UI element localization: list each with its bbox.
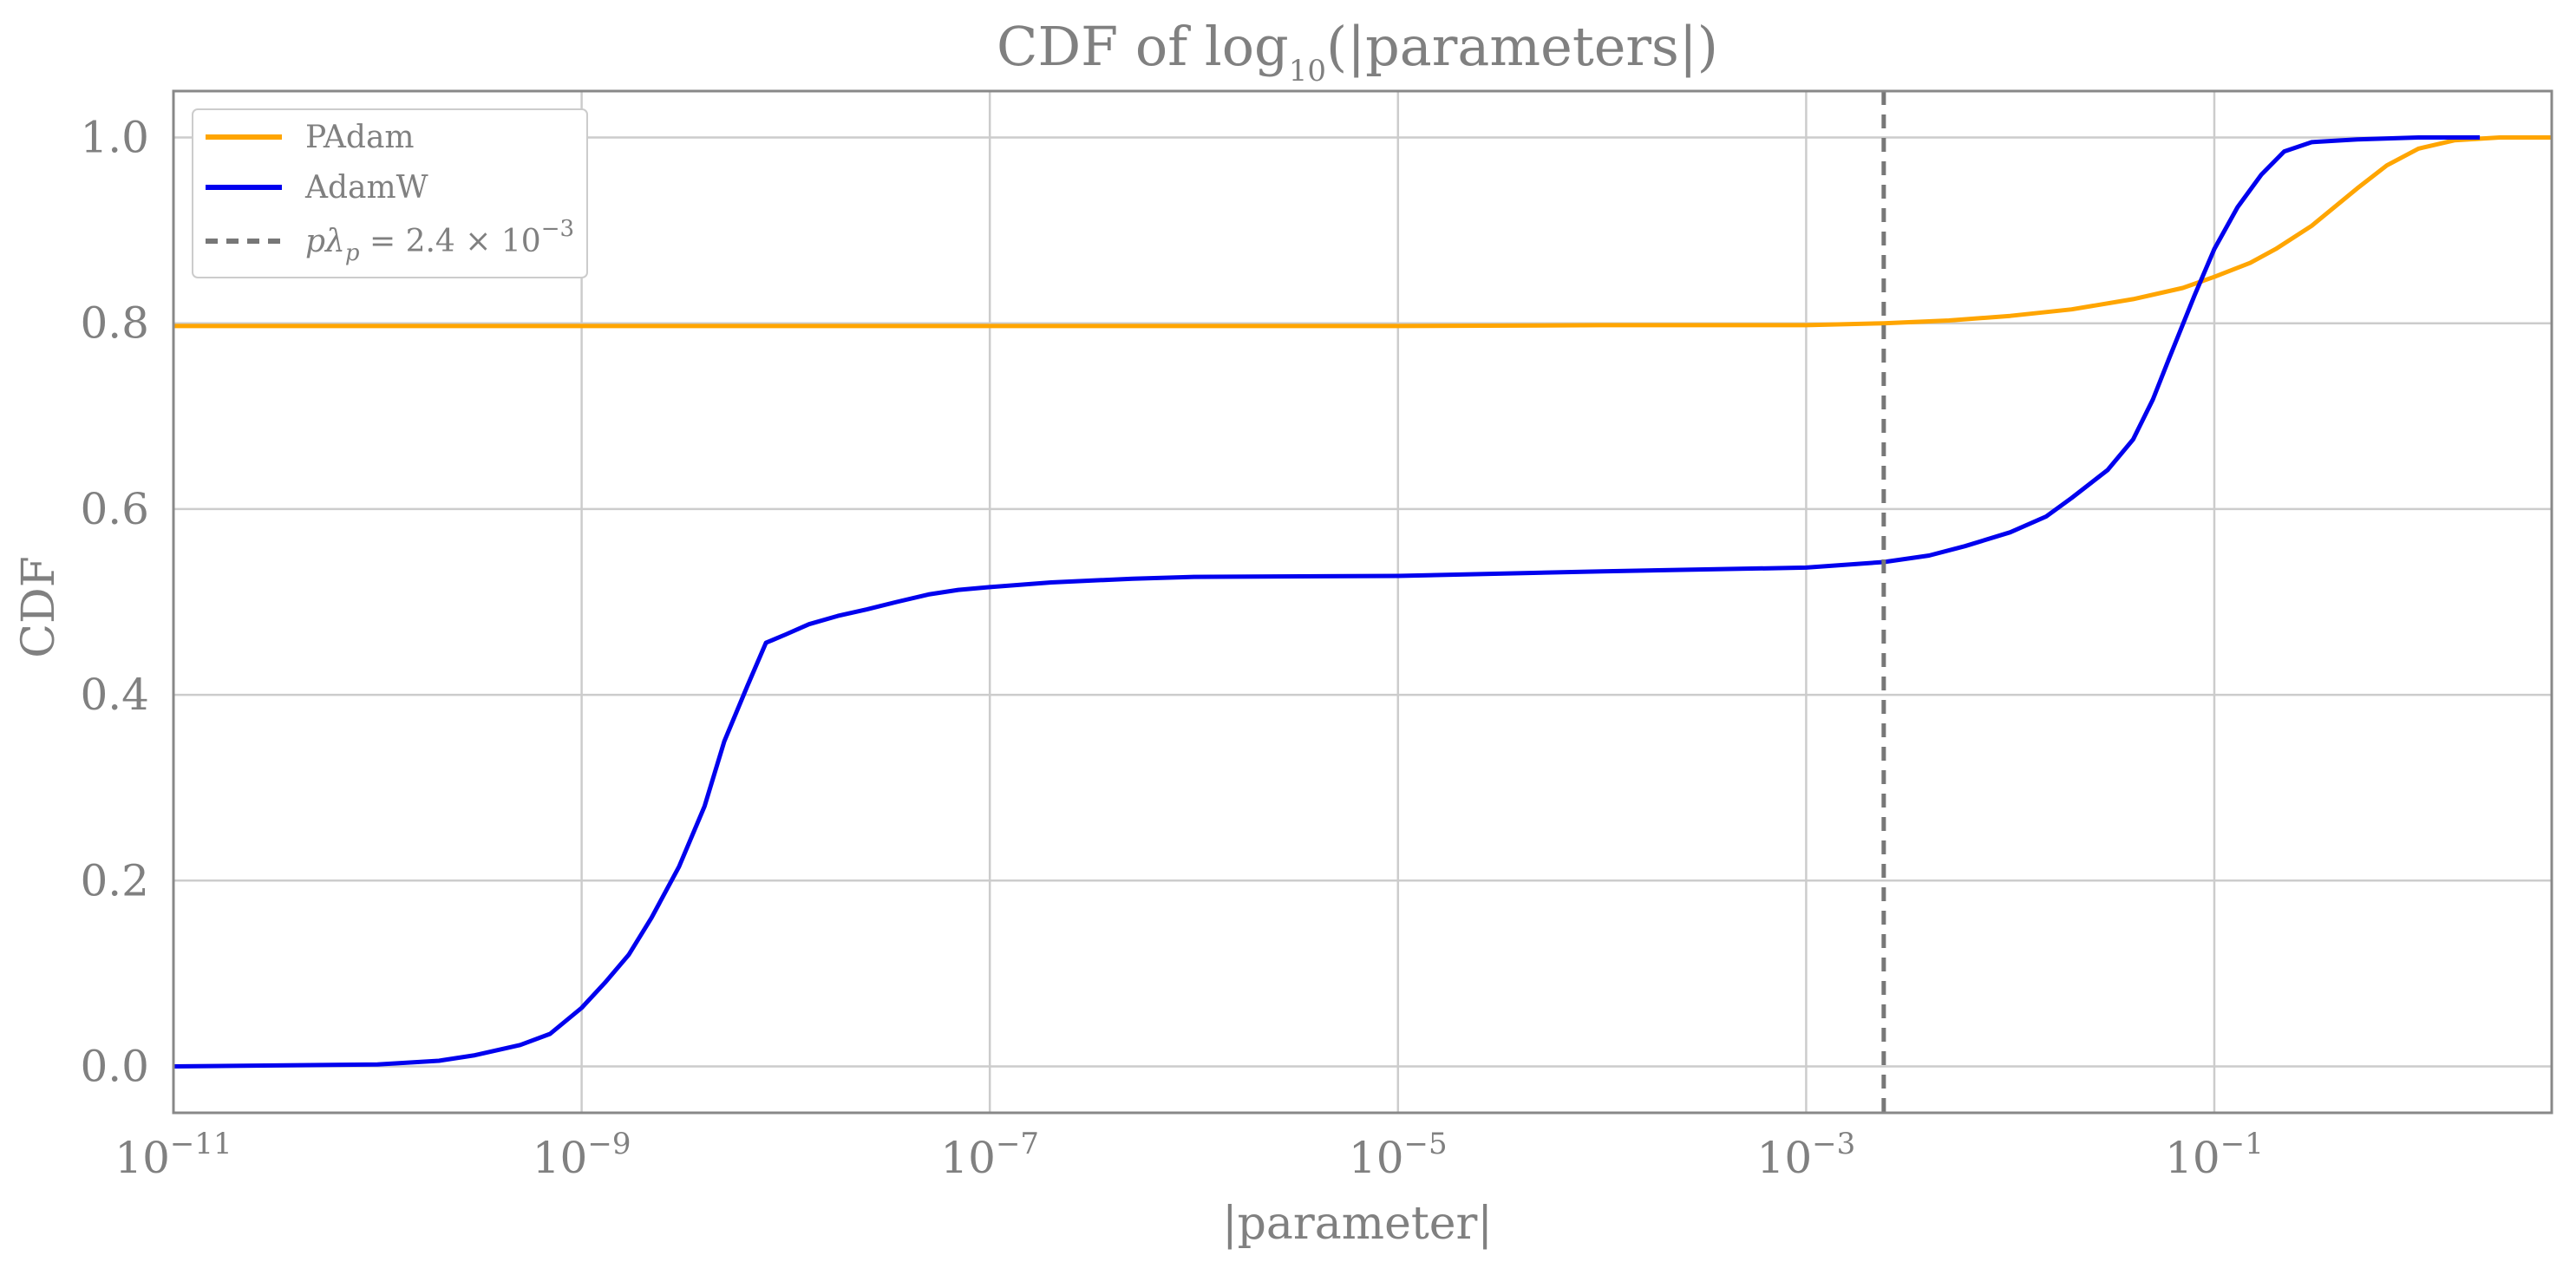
- x-tick-label: 10−9: [533, 1127, 631, 1183]
- y-tick-label: 0.4: [80, 670, 149, 720]
- x-tick-label: 10−3: [1757, 1127, 1856, 1183]
- x-tick-label: 10−5: [1349, 1127, 1448, 1183]
- tick-labels: 0.0 0.2 0.4 0.6 0.8 1.0 10−11 10−9 10−7 10−5 10−3 1…: [80, 113, 2263, 1183]
- legend-label-reference: pλp = 2.4 × 10−3: [305, 216, 574, 266]
- legend-label-adamw: AdamW: [304, 170, 428, 206]
- y-axis-label: CDF: [13, 556, 65, 658]
- plot-area: [173, 91, 2552, 1113]
- y-tick-label: 0.2: [80, 855, 149, 906]
- y-tick-label: 0.0: [80, 1041, 149, 1091]
- legend-label-padam: PAdam: [305, 120, 415, 155]
- chart-title: CDF of log10(|parameters|): [997, 15, 1718, 88]
- series-line-adamw: [173, 135, 2481, 1069]
- y-tick-label: 0.8: [80, 298, 149, 349]
- series-line-padam: [173, 135, 2552, 329]
- plot-frame: [172, 89, 2553, 1115]
- x-tick-label: 10−7: [940, 1127, 1039, 1183]
- x-axis-label: |parameter|: [1222, 1198, 1493, 1250]
- y-tick-label: 0.6: [80, 484, 149, 534]
- legend: PAdam AdamW pλp = 2.4 × 10−3: [192, 108, 588, 278]
- legend-box: [192, 108, 588, 278]
- y-tick-label: 1.0: [80, 113, 149, 163]
- x-tick-label: 10−11: [114, 1127, 232, 1183]
- x-tick-label: 10−1: [2165, 1127, 2264, 1183]
